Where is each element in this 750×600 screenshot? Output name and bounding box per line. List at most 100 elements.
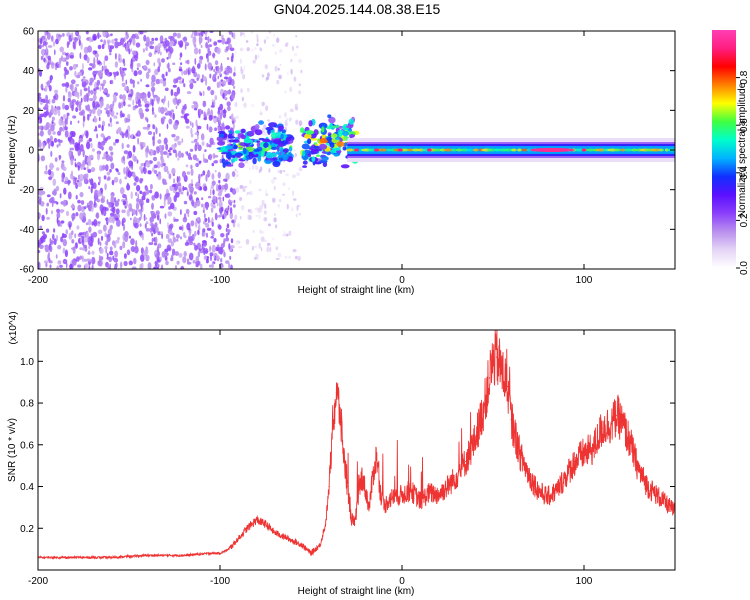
spectrogram-cell [327,114,332,118]
spectrogram-cell [86,258,92,262]
spectrogram-cell [205,41,209,49]
spectrogram-cell [202,209,205,213]
spectrogram-cell [210,236,214,239]
spectrogram-cell [246,130,255,137]
spectrogram-cell [271,237,275,241]
spectrogram-cell [279,115,281,119]
spectrogram-cell [178,80,183,84]
spectrogram-cell [201,141,205,146]
spectrogram-cell [234,176,236,179]
spectrogram-cell [225,237,230,242]
spectrogram-cell [123,253,127,259]
spectrogram-cell [50,196,55,203]
spectrogram-cell [254,129,263,136]
spectrogram-cell [177,76,182,80]
spectrogram-cell [227,105,231,112]
spectrogram-cell [86,166,89,170]
spectrogram-cell [122,155,125,161]
spectrogram-cell [190,168,194,176]
spectrogram-cell [238,246,243,249]
spectrogram-cell [212,205,216,209]
spectrogram-cell [94,189,99,197]
spectrogram-cell [204,248,209,254]
spectrogram-cell [159,35,164,43]
spectrogram-cell [87,202,89,208]
spectrogram-cell [68,150,72,158]
spectrogram-cell [137,193,140,202]
spectrogram-cell [187,69,190,76]
spectrogram-cell [66,112,70,117]
spectrogram-cell [198,222,201,229]
spectrogram-cell [118,102,122,109]
spectrogram-cell [246,87,250,93]
spectrogram-cell [52,40,56,47]
spectrogram-cell [145,151,149,158]
spectrogram-cell [276,37,280,43]
spectrogram-cell [282,234,287,237]
spectrogram-cell [204,149,207,153]
snr-point [647,485,649,488]
snr-point [283,536,285,538]
spectrogram-cell [98,116,101,122]
snr-point [110,556,112,559]
spectrogram-cell [275,151,281,155]
spectrogram-cell [104,240,109,246]
spectrogram-cell [258,214,261,220]
y-tick-label: -20 [20,185,35,196]
spectrogram-cell [217,126,221,132]
spectrogram-cell [153,224,156,230]
snr-point [319,544,321,546]
spectrogram-cell [166,110,170,116]
spectrogram-cell [91,167,96,173]
spectrogram-cell [143,65,148,70]
spectrogram-cell [77,34,81,41]
spectrogram-cell [56,234,58,242]
spectrogram-cell [268,122,278,128]
spectrogram-cell [99,247,104,254]
spectrogram-cell [57,139,61,143]
spectrogram-cell [160,51,162,56]
spectrogram-cell [202,206,206,211]
spectrogram-cell [59,264,63,268]
spectrogram-cell [213,68,216,73]
spectrogram-cell [232,32,236,40]
spectrogram-cell [202,76,207,82]
spectrogram-cell [120,187,125,195]
spectrogram-cell [114,250,118,258]
spectrogram-cell [218,224,222,230]
spectrogram-cell [222,122,225,130]
snr-point [372,475,374,477]
spectrogram-cell [160,231,163,235]
spectrogram-cell [211,173,215,180]
spectrogram-cell [121,133,125,139]
spectrogram-cell [82,120,85,128]
spectrogram-cell [102,156,105,160]
spectrogram-cell [97,229,103,234]
spectrogram-cell [290,68,293,75]
snr-point [368,506,370,508]
spectrogram-cell [267,223,271,227]
spectrogram-cell [151,202,154,210]
spectrogram-cell [277,204,281,208]
spectrogram-cell [175,152,178,158]
snr-point [556,490,558,492]
colorbar-ticks [736,77,740,269]
spectrogram-cell [231,219,235,224]
spectrogram-cell [115,262,118,268]
spectrogram-cell [109,52,112,56]
spectrogram-cell [183,213,187,220]
spectrogram-cell [301,143,310,150]
snr-point [324,523,327,525]
snr-point [346,485,348,488]
spectrogram-cell [245,238,250,245]
spectrogram-cell [99,86,102,92]
spectrogram-cell [86,104,91,112]
spectrogram-cell [171,248,176,256]
spectrogram-cell [149,45,155,50]
spectrogram-cell [165,143,169,151]
spectrogram-cell [52,131,56,135]
spectrogram-cell [249,190,253,196]
spectrogram-cell [203,111,206,118]
spectrogram-cell [165,40,170,47]
spectrogram-cell [186,151,188,156]
